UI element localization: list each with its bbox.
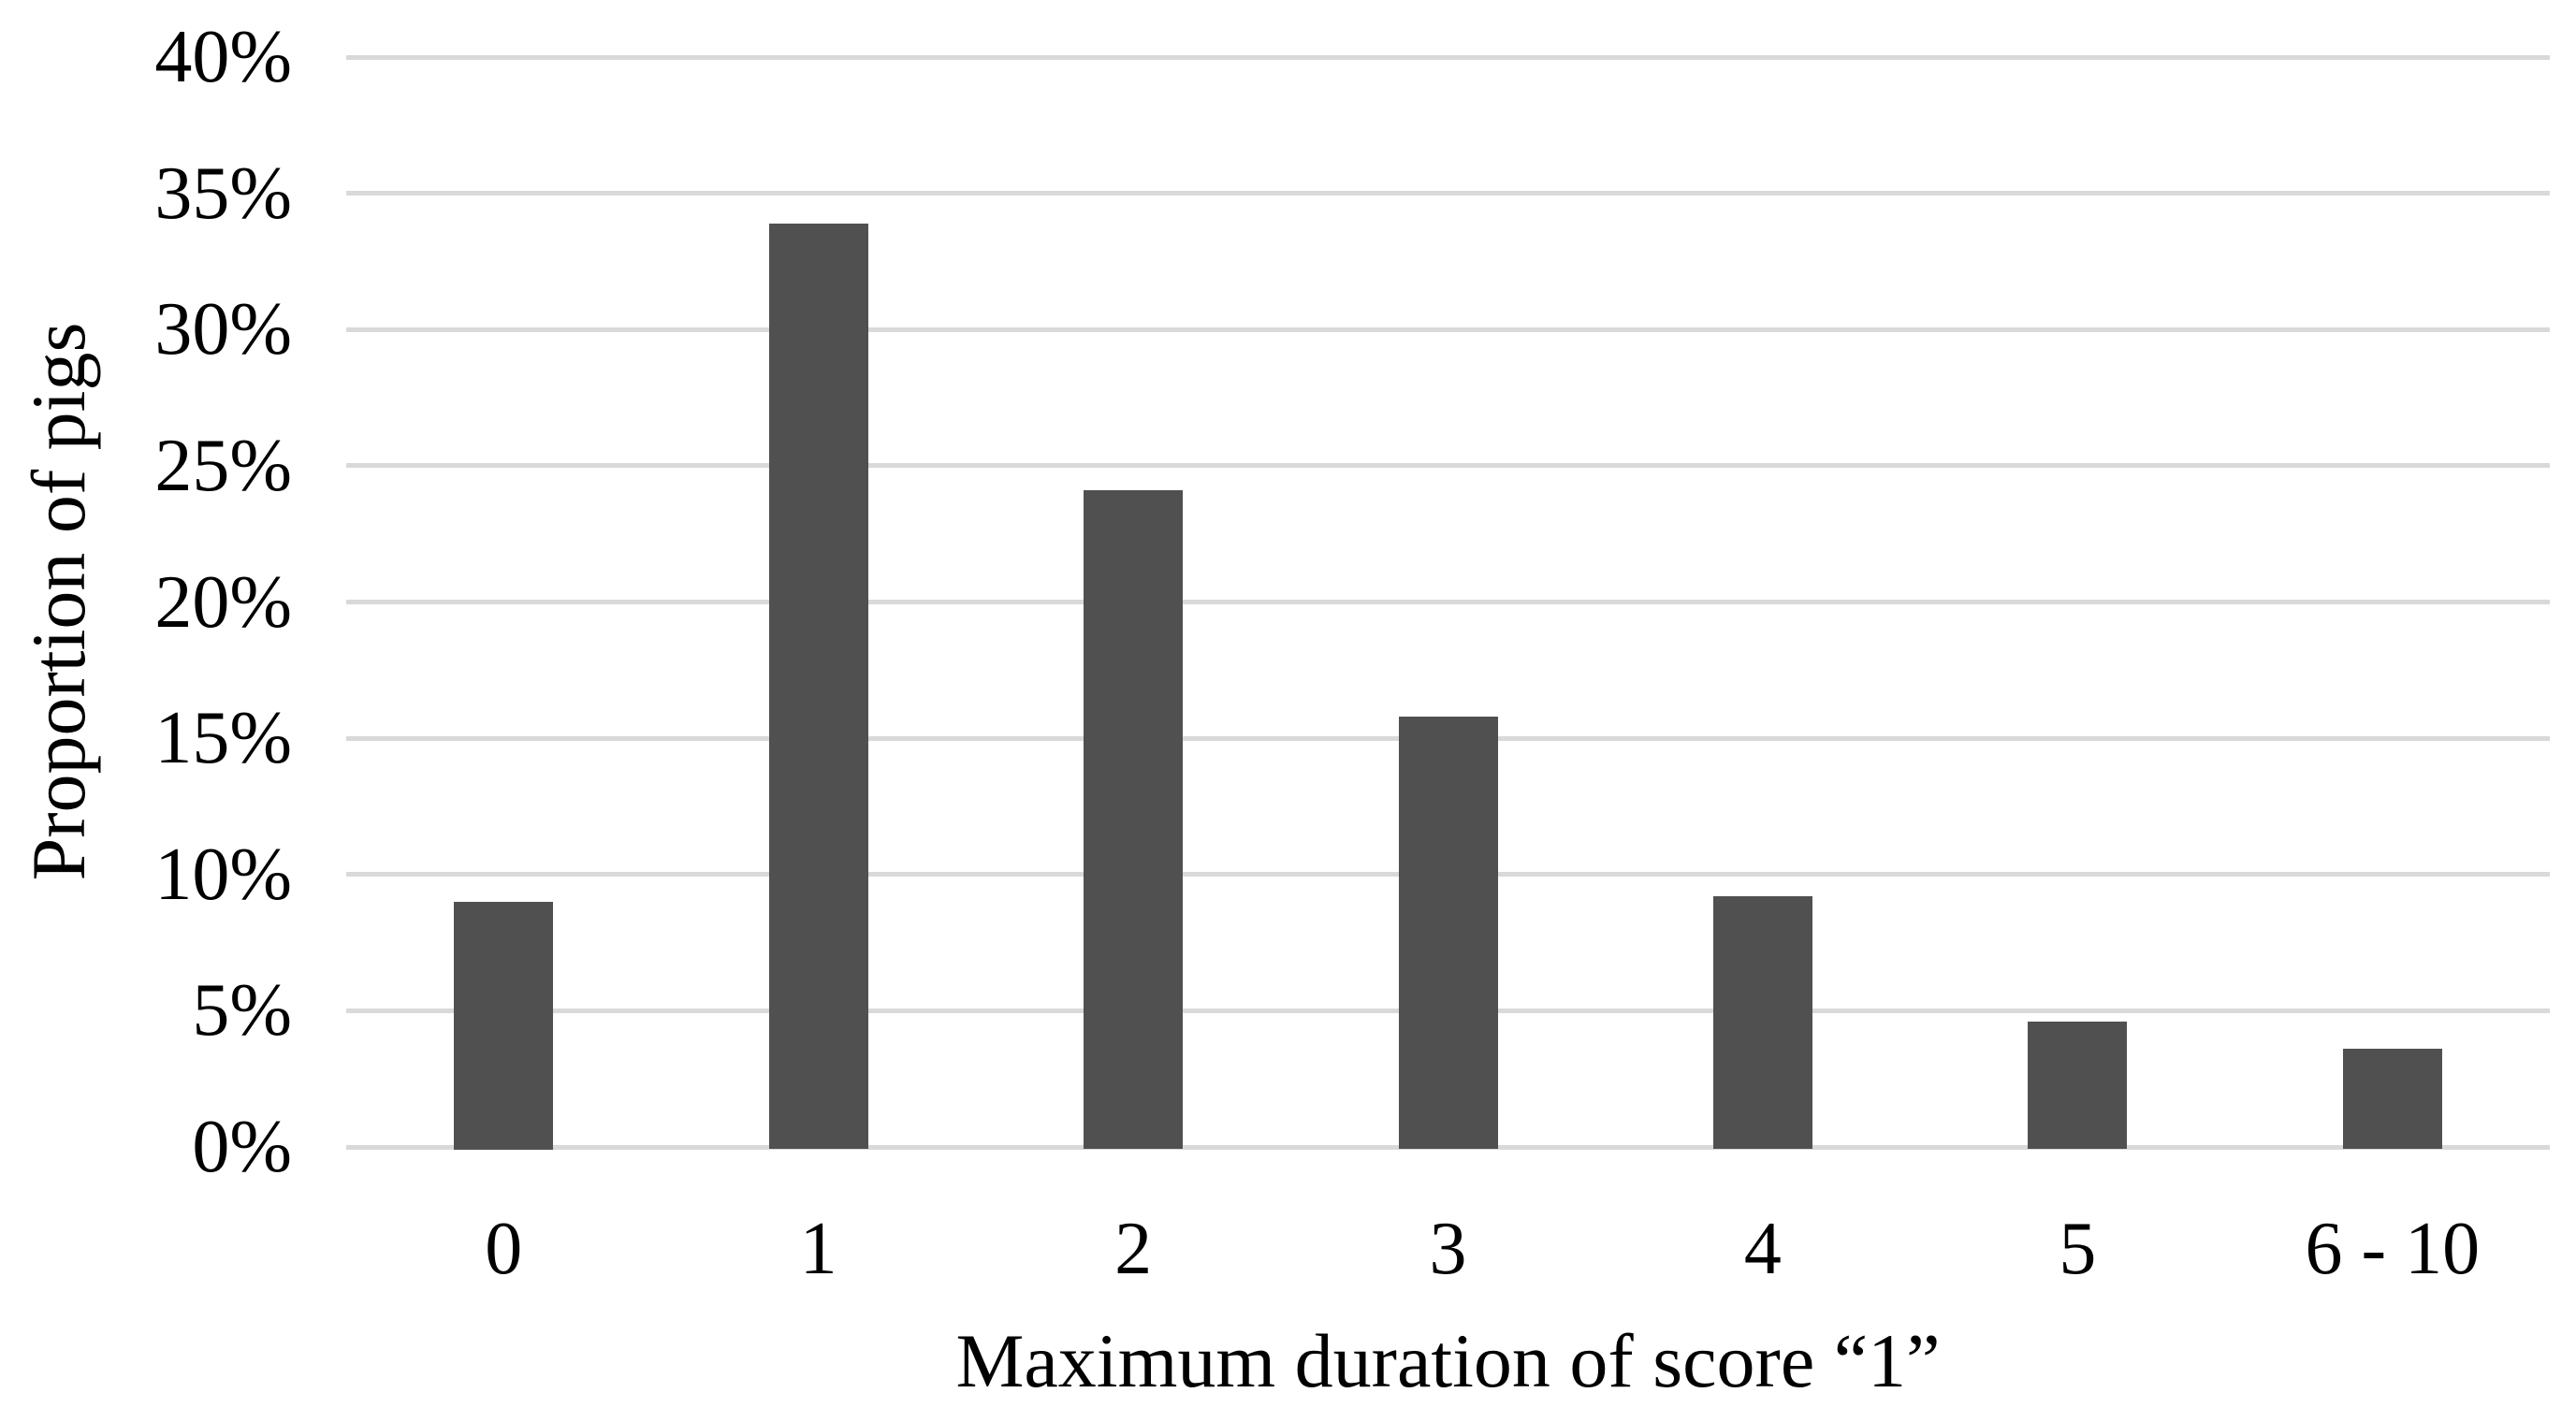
y-tick-label-5pct: 5% — [192, 969, 292, 1052]
x-tick-label-2: 2 — [1114, 1208, 1153, 1290]
x-tick-label-5: 5 — [2059, 1208, 2097, 1290]
y-tick-label-40pct: 40% — [154, 16, 292, 98]
y-tick-label-25pct: 25% — [154, 424, 292, 507]
bar-category-2 — [1084, 490, 1184, 1150]
y-tick-label-15pct: 15% — [154, 697, 292, 780]
x-tick-label-3: 3 — [1429, 1208, 1467, 1290]
x-tick-label-6-10: 6 - 10 — [2305, 1208, 2481, 1290]
x-tick-label-0: 0 — [485, 1208, 523, 1290]
y-tick-label-20pct: 20% — [154, 560, 292, 644]
gridline-20pct — [346, 600, 2550, 604]
x-axis-title: Maximum duration of score “1” — [955, 1318, 1941, 1403]
bar-category-4 — [1712, 896, 1812, 1150]
bar-category-1 — [768, 223, 868, 1150]
y-tick-label-35pct: 35% — [154, 152, 292, 235]
x-tick-label-4: 4 — [1743, 1208, 1782, 1290]
bar-category-3 — [1398, 716, 1498, 1150]
bar-category-5 — [2028, 1022, 2128, 1150]
gridline-25pct — [346, 463, 2550, 469]
bar-category-0 — [454, 901, 554, 1150]
bar-category-6-10 — [2342, 1049, 2442, 1150]
y-tick-label-10pct: 10% — [154, 833, 292, 916]
y-tick-label-30pct: 30% — [154, 288, 292, 371]
y-tick-label-0pct: 0% — [192, 1106, 292, 1188]
x-tick-label-1: 1 — [799, 1208, 837, 1290]
gridline-40pct — [346, 54, 2550, 60]
gridline-35pct — [346, 191, 2550, 196]
gridline-30pct — [346, 326, 2550, 332]
